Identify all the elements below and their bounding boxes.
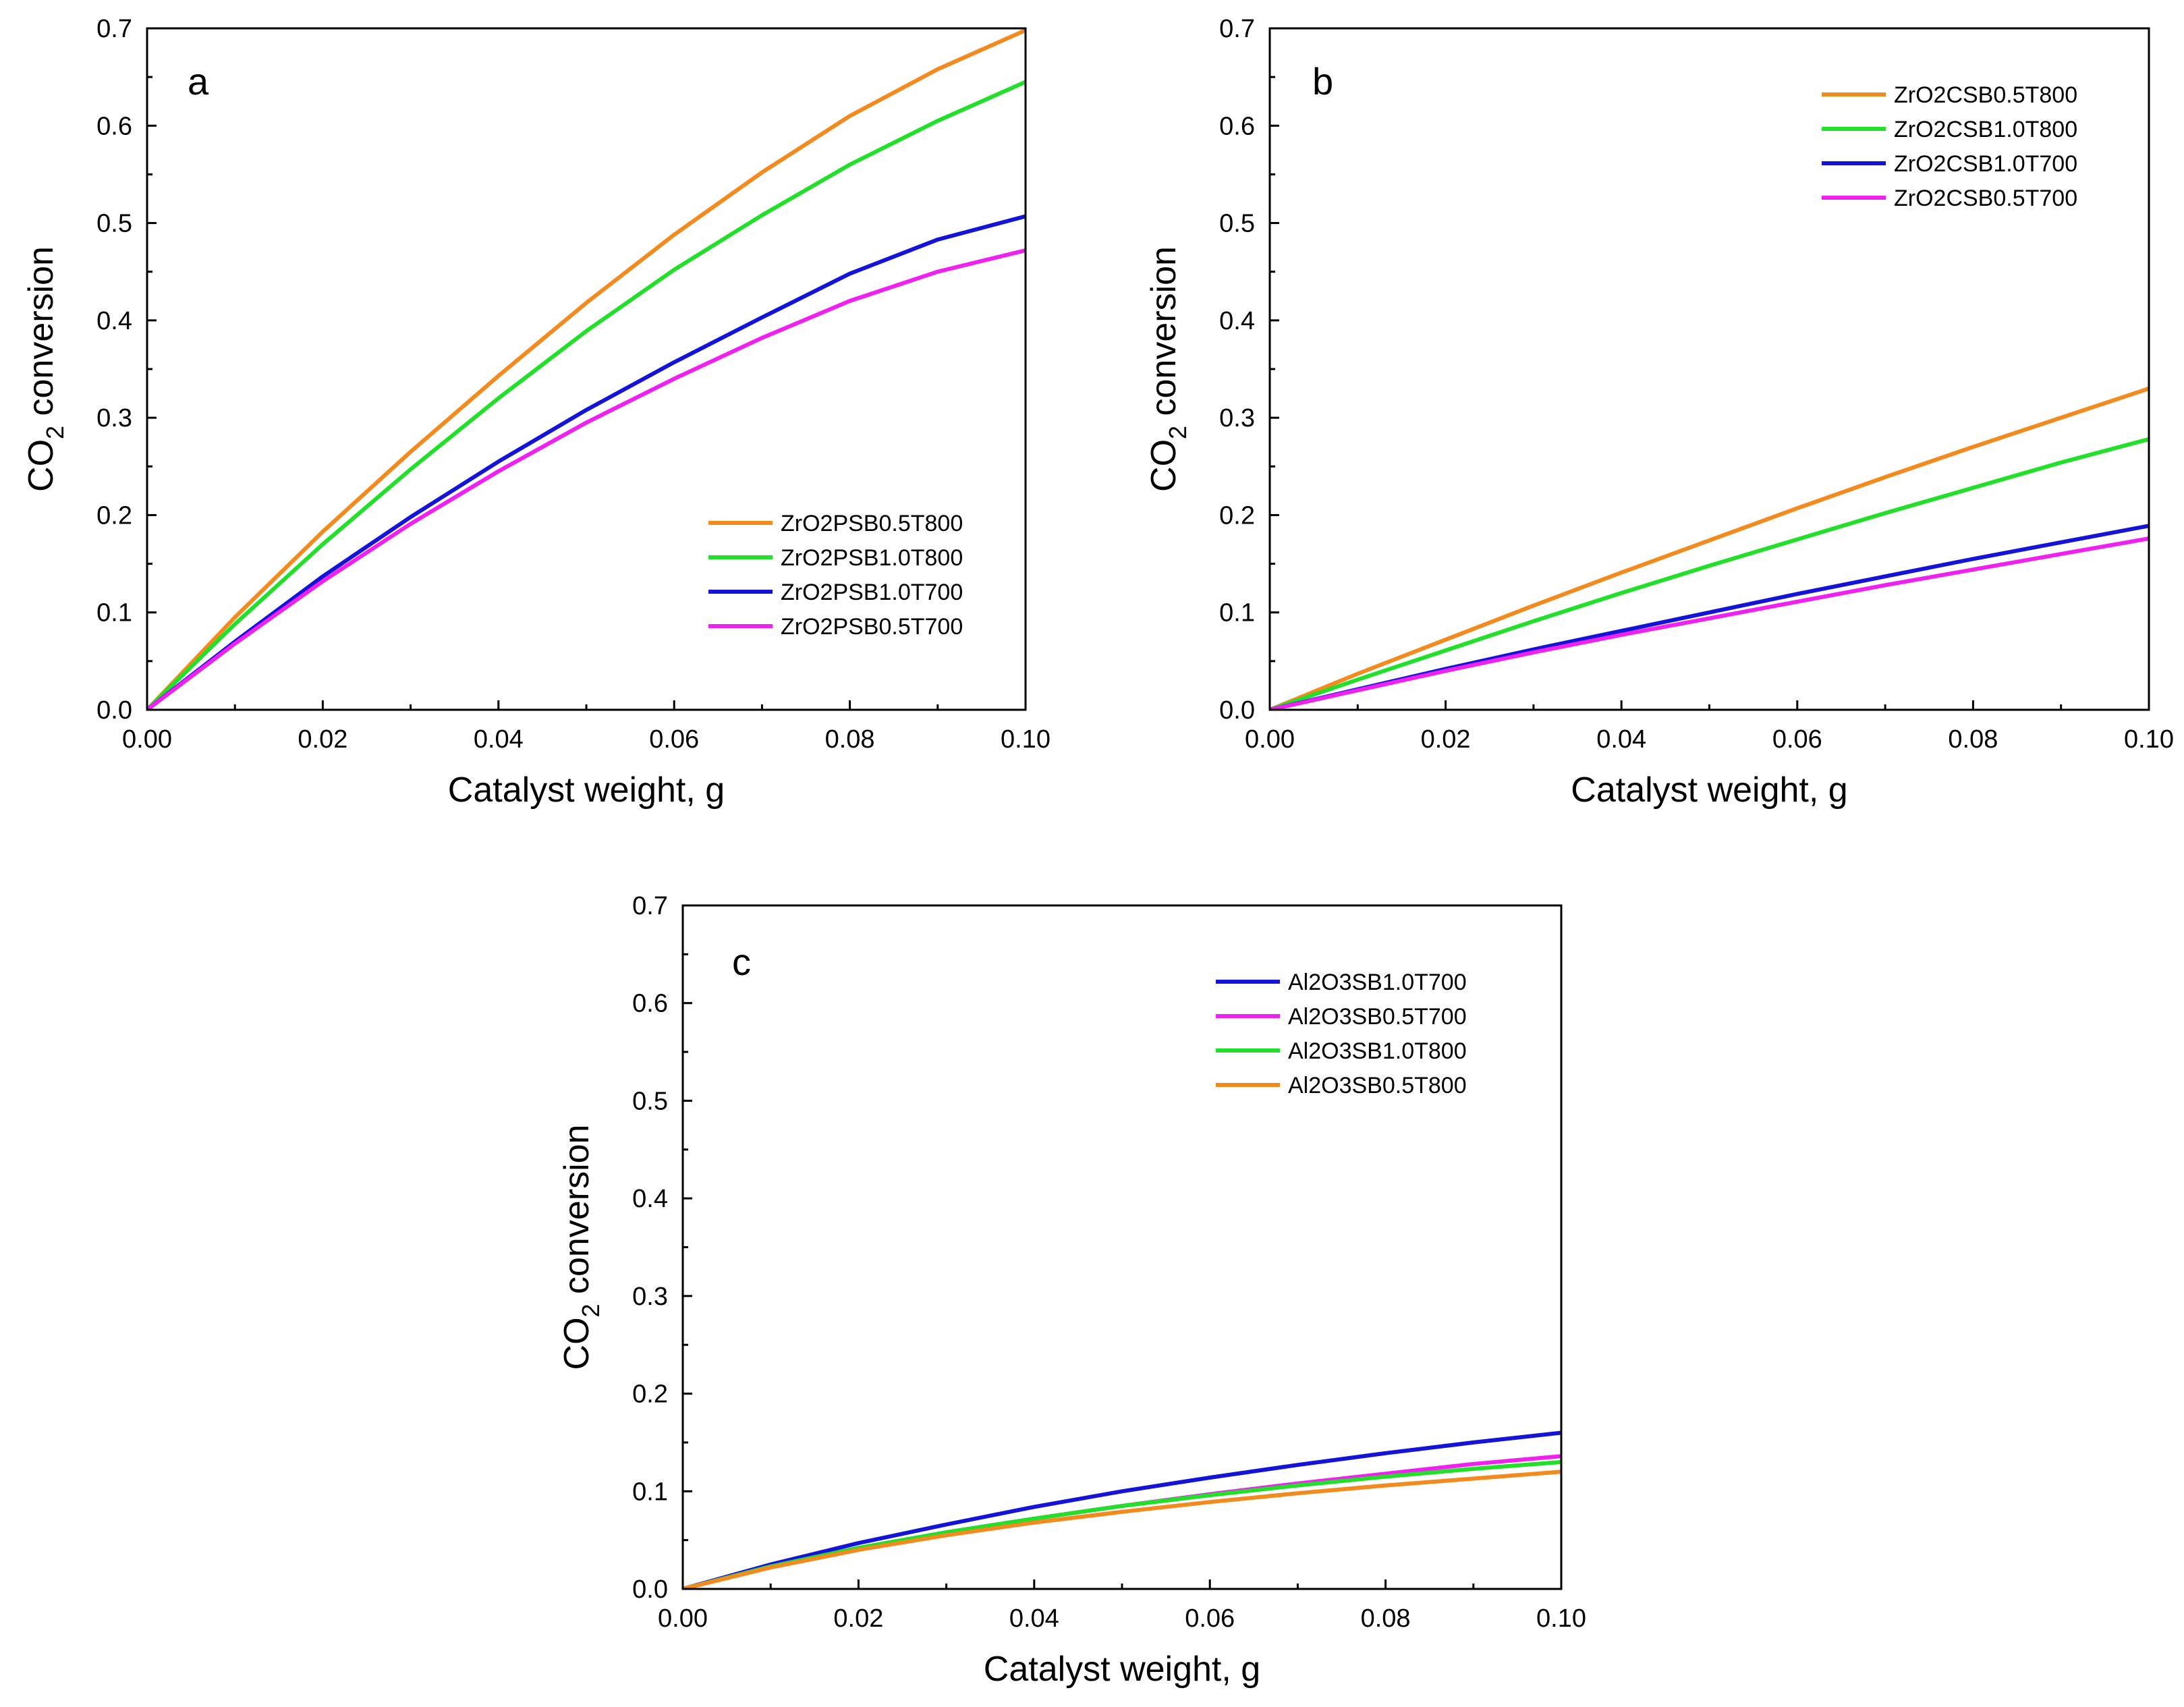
- y-tick-label: 0.3: [1219, 404, 1255, 432]
- y-axis-title: CO2 conversion: [557, 1125, 605, 1370]
- x-tick-label: 0.04: [474, 725, 524, 754]
- legend-label: Al2O3SB0.5T700: [1288, 1004, 1467, 1030]
- y-tick-label: 0.6: [96, 112, 132, 140]
- x-tick-label: 0.08: [825, 725, 875, 754]
- y-tick-label: 0.1: [1219, 599, 1255, 627]
- y-tick-label: 0.7: [1219, 15, 1255, 43]
- series-line-ZrO2PSB1.0T800: [147, 80, 1026, 710]
- y-tick-label: 0.2: [632, 1380, 668, 1409]
- y-tick-label: 0.0: [632, 1575, 668, 1604]
- x-axis-title: Catalyst weight, g: [1571, 771, 1847, 810]
- y-axis-title-main: CO: [22, 439, 61, 492]
- legend-label: ZrO2CSB1.0T700: [1894, 151, 2077, 177]
- x-tick-label: 0.02: [833, 1604, 883, 1633]
- series-line-ZrO2CSB0.5T800: [1270, 386, 2149, 710]
- legend-label: Al2O3SB1.0T700: [1288, 970, 1467, 995]
- x-tick-label: 0.06: [1185, 1604, 1235, 1633]
- legend-label: Al2O3SB1.0T800: [1288, 1038, 1467, 1064]
- series-line-ZrO2CSB1.0T800: [1270, 437, 2149, 710]
- panel-letter: b: [1312, 60, 1333, 103]
- panel-letter: c: [732, 941, 751, 983]
- y-tick-label: 0.1: [96, 599, 132, 627]
- legend-label: Al2O3SB0.5T800: [1288, 1073, 1467, 1098]
- x-axis-title: Catalyst weight, g: [448, 771, 725, 810]
- series-lines: [683, 1430, 1561, 1589]
- x-tick-label: 0.04: [1596, 725, 1646, 754]
- y-axis-title-subscript: 2: [41, 426, 69, 439]
- legend: ZrO2PSB0.5T800 ZrO2PSB1.0T800 ZrO2PSB1.0T7…: [708, 511, 963, 640]
- x-tick-label: 0.00: [658, 1604, 708, 1633]
- y-tick-label: 0.5: [96, 210, 132, 238]
- y-axis-title-subscript: 2: [1164, 426, 1192, 439]
- legend-label: ZrO2CSB1.0T800: [1894, 117, 2077, 142]
- y-tick-label: 0.0: [1219, 696, 1255, 725]
- series-lines: [147, 28, 1026, 710]
- series-line-ZrO2CSB0.5T700: [1270, 536, 2149, 710]
- legend-label: ZrO2PSB1.0T800: [781, 545, 963, 571]
- legend-label: ZrO2CSB0.5T700: [1894, 186, 2077, 211]
- legend-label: ZrO2PSB1.0T700: [781, 580, 963, 605]
- y-axis-title-rest: conversion: [1144, 246, 1183, 426]
- y-tick-label: 0.0: [96, 696, 132, 725]
- x-tick-label: 0.04: [1009, 1604, 1059, 1633]
- legend-label: ZrO2CSB0.5T800: [1894, 82, 2077, 108]
- x-tick-label: 0.08: [1361, 1604, 1411, 1633]
- y-tick-label: 0.4: [96, 307, 132, 335]
- legend-label: ZrO2PSB0.5T800: [781, 511, 963, 536]
- y-axis-title-subscript: 2: [577, 1304, 605, 1317]
- x-tick-label: 0.02: [298, 725, 347, 754]
- y-tick-label: 0.1: [632, 1478, 668, 1506]
- x-tick-label: 0.02: [1421, 725, 1471, 754]
- panel-c: 0.00 0.02 0.04 0.06 0.08 0.10 0.0 0.1 0.2 0.3 0.4 0…: [557, 892, 1586, 1689]
- y-tick-label: 0.6: [632, 990, 668, 1018]
- y-tick-label: 0.7: [96, 15, 132, 43]
- y-tick-label: 0.7: [632, 892, 668, 920]
- y-axis-title-rest: conversion: [557, 1125, 596, 1304]
- x-tick-label: 0.10: [2124, 725, 2174, 754]
- x-tick-label: 0.10: [1001, 725, 1051, 754]
- panel-letter: a: [188, 60, 209, 103]
- series-line-Al2O3SB0.5T700: [683, 1454, 1561, 1589]
- y-tick-label: 0.6: [1219, 112, 1255, 140]
- y-axis-title: CO2 conversion: [22, 246, 69, 492]
- series-lines: [1270, 386, 2149, 710]
- series-line-ZrO2PSB0.5T700: [147, 248, 1026, 710]
- x-tick-label: 0.00: [122, 725, 172, 754]
- y-tick-label: 0.4: [632, 1185, 668, 1213]
- y-axis-title: CO2 conversion: [1144, 246, 1192, 492]
- panel-b: 0.00 0.02 0.04 0.06 0.08 0.10 0.0 0.1 0.2 0.3 0.4 0…: [1144, 15, 2174, 810]
- series-line-ZrO2PSB1.0T700: [147, 214, 1026, 710]
- y-axis-title-rest: conversion: [22, 246, 61, 426]
- series-line-Al2O3SB1.0T700: [683, 1430, 1561, 1589]
- y-tick-label: 0.2: [96, 501, 132, 530]
- x-tick-label: 0.00: [1245, 725, 1295, 754]
- y-tick-label: 0.5: [632, 1087, 668, 1115]
- series-line-ZrO2PSB0.5T800: [147, 28, 1026, 710]
- y-tick-label: 0.2: [1219, 501, 1255, 530]
- legend: Al2O3SB1.0T700 Al2O3SB0.5T700 Al2O3SB1.0T8…: [1216, 970, 1467, 1098]
- y-axis-title-main: CO: [557, 1317, 596, 1370]
- series-line-Al2O3SB0.5T800: [683, 1470, 1561, 1589]
- y-tick-label: 0.3: [96, 404, 132, 432]
- x-tick-label: 0.06: [1772, 725, 1822, 754]
- y-tick-label: 0.5: [1219, 210, 1255, 238]
- panel-a: 0.00 0.02 0.04 0.06 0.08 0.10 0.0 0.1 0.2 0.3 0.4 0…: [22, 15, 1051, 810]
- y-tick-label: 0.4: [1219, 307, 1255, 335]
- x-tick-label: 0.10: [1536, 1604, 1586, 1633]
- legend-label: ZrO2PSB0.5T700: [781, 614, 963, 640]
- y-tick-label: 0.3: [632, 1283, 668, 1311]
- x-tick-label: 0.08: [1948, 725, 1998, 754]
- x-axis-title: Catalyst weight, g: [984, 1650, 1260, 1689]
- x-tick-label: 0.06: [649, 725, 699, 754]
- y-axis-title-main: CO: [1144, 439, 1183, 492]
- legend: ZrO2CSB0.5T800 ZrO2CSB1.0T800 ZrO2CSB1.0T7…: [1822, 82, 2077, 211]
